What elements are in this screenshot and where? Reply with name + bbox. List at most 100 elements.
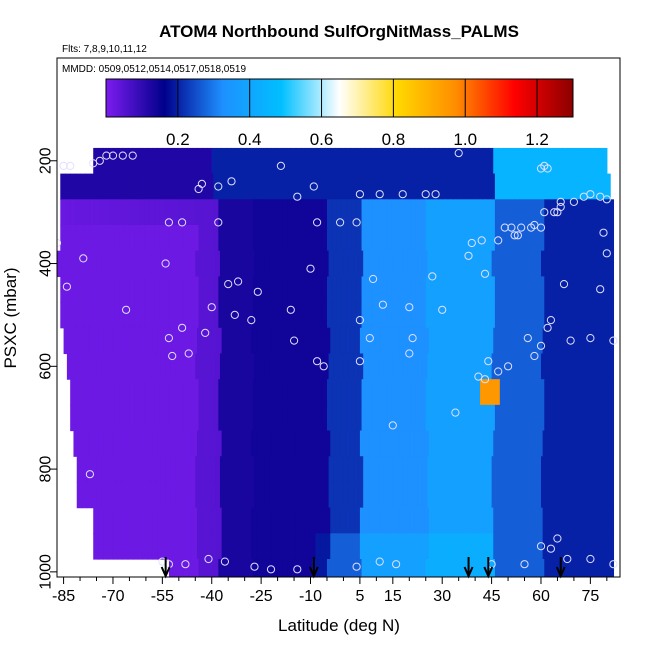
heatmap-cell (196, 507, 203, 534)
heatmap-cell (162, 430, 168, 457)
observation-point (253, 287, 262, 296)
heatmap-cell (470, 379, 476, 406)
heatmap-cell (139, 379, 145, 406)
heatmap-cell (172, 147, 178, 175)
heatmap-cell (397, 353, 404, 380)
heatmap-cell (414, 507, 420, 534)
heatmap-cell (596, 147, 603, 175)
colorbar-tick-label: 0.4 (238, 130, 262, 149)
heatmap-cell (485, 173, 491, 200)
heatmap-cell (341, 199, 348, 226)
heatmap-cell (410, 559, 417, 577)
heatmap-cell (317, 559, 323, 577)
heatmap-cell (257, 225, 264, 252)
heatmap-cell (284, 353, 290, 380)
heatmap-cell (524, 302, 531, 329)
heatmap-cell (215, 456, 221, 483)
observation-point (467, 238, 476, 248)
heatmap-cell (356, 379, 363, 406)
heatmap-cell (326, 276, 333, 303)
heatmap-cell (261, 430, 267, 457)
heatmap-cell (356, 199, 363, 226)
heatmap-cell (376, 276, 382, 303)
heatmap-cell (405, 199, 412, 226)
heatmap-cell (534, 404, 540, 432)
heatmap-cell (567, 430, 573, 457)
heatmap-cell (167, 507, 173, 534)
observation-point (161, 259, 170, 268)
heatmap-cell (121, 250, 127, 277)
heatmap-cell (499, 225, 506, 252)
heatmap-cell (493, 147, 499, 175)
heatmap-cell (481, 250, 488, 277)
heatmap-cell (485, 302, 491, 329)
heatmap-cell (557, 147, 563, 175)
heatmap-cell (391, 199, 397, 226)
heatmap-cell (513, 430, 519, 457)
heatmap-cell (310, 533, 317, 560)
heatmap-cell (603, 276, 610, 303)
heatmap-cell (196, 327, 203, 355)
heatmap-cell (116, 456, 122, 483)
heatmap-cell (600, 353, 606, 380)
heatmap-cell (596, 327, 603, 355)
heatmap-cell (294, 481, 300, 509)
heatmap-cell (251, 147, 257, 175)
heatmap-cell (310, 507, 317, 534)
heatmap-cell (529, 404, 535, 432)
heatmap-cell (116, 481, 122, 509)
heatmap-cell (103, 430, 109, 457)
heatmap-cell (457, 353, 463, 380)
heatmap-cell (366, 404, 373, 432)
heatmap-cell (598, 199, 605, 226)
heatmap-cell (489, 379, 496, 406)
heatmap-cell (503, 327, 509, 355)
heatmap-cell (183, 173, 190, 200)
heatmap-cell (295, 430, 302, 457)
observation-point (520, 560, 529, 569)
heatmap-cell (517, 507, 524, 534)
heatmap-cell (346, 276, 353, 303)
heatmap-cell (307, 404, 313, 432)
heatmap-cell (295, 533, 302, 560)
heatmap-cell (313, 456, 320, 483)
heatmap-cell (596, 430, 603, 457)
heatmap-cell (188, 199, 195, 226)
heatmap-cell (555, 456, 562, 483)
heatmap-cell (387, 456, 394, 483)
heatmap-cell (302, 225, 308, 252)
heatmap-cell (256, 533, 262, 560)
heatmap-cell (81, 250, 88, 277)
heatmap-cell (511, 456, 517, 483)
heatmap-cell (152, 430, 159, 457)
heatmap-cell (167, 327, 173, 355)
heatmap-cell (437, 353, 443, 380)
heatmap-cell (213, 276, 219, 303)
heatmap-cell (587, 430, 593, 457)
heatmap-cell (554, 302, 560, 329)
heatmap-cell (397, 456, 404, 483)
heatmap-cell (124, 404, 131, 432)
heatmap-cell (516, 481, 522, 509)
heatmap-cell (94, 225, 101, 252)
heatmap-cell (168, 559, 175, 577)
heatmap-cell (562, 507, 568, 534)
heatmap-cell (480, 559, 486, 577)
heatmap-cell (583, 173, 590, 200)
heatmap-cell (452, 353, 458, 380)
heatmap-cell (129, 225, 135, 252)
heatmap-cell (596, 507, 603, 534)
heatmap-cell (292, 559, 298, 577)
heatmap-cell (285, 147, 292, 175)
heatmap-cell (284, 456, 290, 483)
heatmap-cell (307, 199, 313, 226)
heatmap-cell (94, 173, 101, 200)
heatmap-cell (233, 404, 239, 432)
heatmap-cell (218, 276, 224, 303)
heatmap-cell (521, 353, 527, 380)
heatmap-cell (256, 147, 262, 175)
heatmap-cell (317, 379, 323, 406)
heatmap-cell (336, 276, 343, 303)
heatmap-cell (88, 430, 94, 457)
heatmap-cell (577, 327, 583, 355)
